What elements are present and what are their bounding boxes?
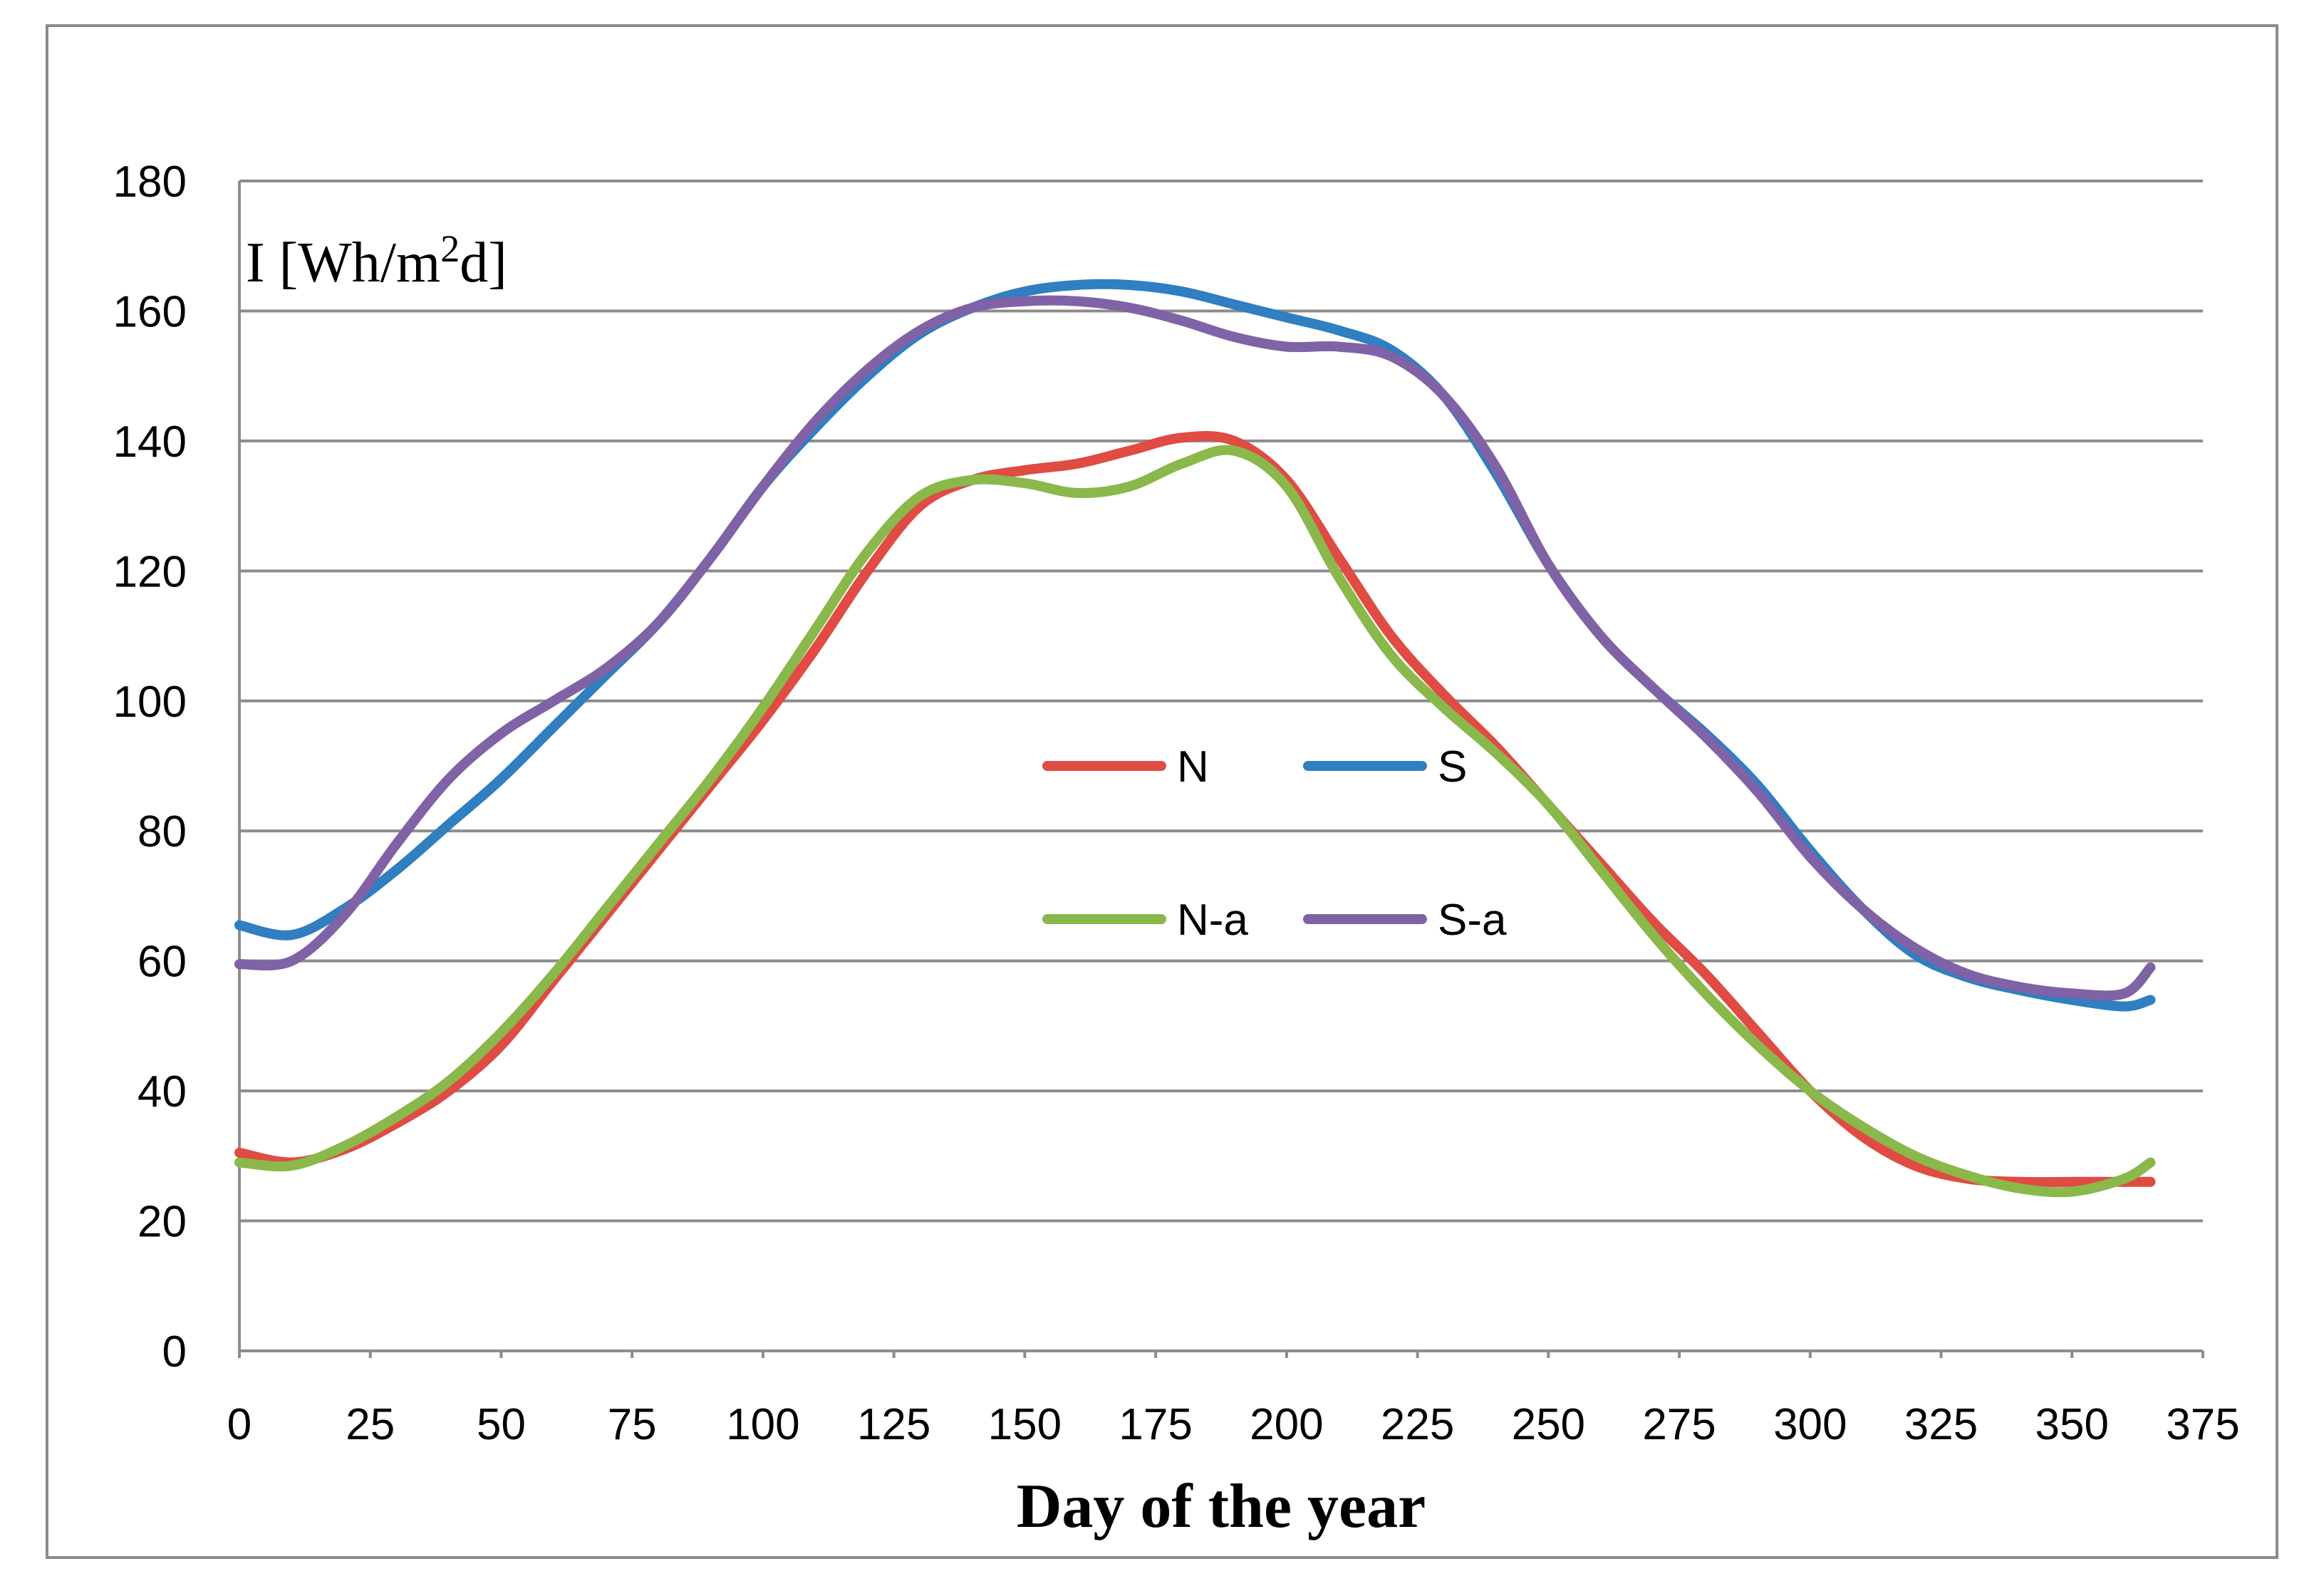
y-axis-ticks: 0 20 40 60 80 100 120 140 160 180 [113,157,187,1377]
x-tick-label: 200 [1250,1400,1323,1449]
x-tick-label: 225 [1381,1400,1454,1449]
y-axis-label: I [Wh/m2d] [246,227,507,294]
x-axis-ticks: 0 25 50 75 100 125 150 175 200 225 250 275 300 325 350… [227,1351,2240,1449]
y-tick-label: 120 [113,547,187,596]
x-axis-label: Day of the year [1017,1472,1426,1541]
x-tick-label: 25 [346,1400,395,1449]
x-tick-label: 275 [1642,1400,1716,1449]
series-line-n-a [234,445,2156,1198]
x-tick-label: 125 [857,1400,930,1449]
chart-frame [46,24,2278,1559]
legend-label-s: S [1438,742,1467,792]
y-tick-label: 160 [113,287,187,336]
y-tick-label: 180 [113,157,187,207]
x-tick-label: 250 [1512,1400,1585,1449]
y-axis-label-superscript: 2 [440,227,460,270]
x-tick-label: 75 [608,1400,657,1449]
x-tick-label: 100 [726,1400,799,1449]
legend: N S N-a S-a [1042,742,1507,945]
y-tick-label: 80 [138,807,187,856]
x-tick-label: 325 [1904,1400,1978,1449]
series-group [234,279,2156,1198]
x-tick-label: 175 [1119,1400,1192,1449]
y-tick-label: 40 [138,1067,187,1116]
y-tick-label: 20 [138,1198,187,1247]
x-tick-label: 150 [988,1400,1062,1449]
y-axis-label-tail: d] [460,232,507,294]
y-tick-label: 60 [138,938,187,987]
x-tick-label: 375 [2166,1400,2239,1449]
y-tick-label: 140 [113,418,187,467]
x-tick-label: 50 [477,1400,526,1449]
x-tick-label: 350 [2035,1400,2109,1449]
legend-label-n: N [1177,742,1209,792]
y-tick-label: 0 [162,1327,187,1377]
y-tick-label: 100 [113,678,187,727]
legend-label-s-a: S-a [1438,896,1507,945]
x-tick-label: 300 [1773,1400,1847,1449]
legend-label-n-a: N-a [1177,896,1248,945]
gridlines [239,180,2203,1223]
y-axis-label-main: I [Wh/m [246,232,440,294]
series-line-s-a [234,295,2156,1001]
x-tick-label: 0 [227,1400,251,1449]
